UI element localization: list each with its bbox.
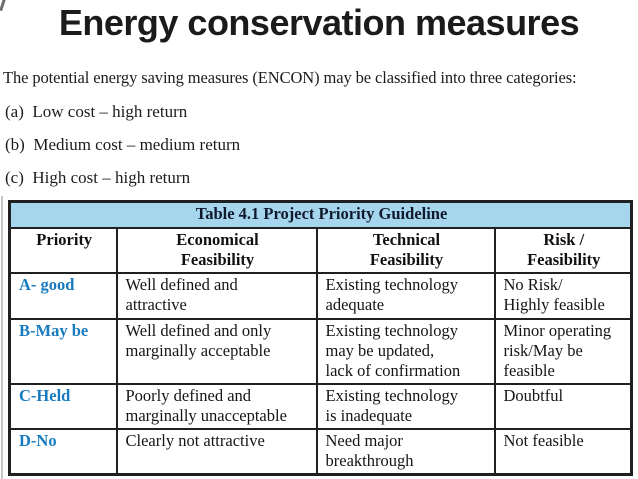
list-item-a: (a) Low cost – high return	[5, 102, 188, 121]
list-item-c: (c) High cost – high return	[5, 168, 191, 187]
economical-cell: Well defined and only marginally accepta…	[115, 317, 318, 385]
table-row-a: A- good Well defined and attractive Exis…	[8, 271, 633, 320]
table-title: Table 4.1 Project Priority Guideline	[8, 200, 633, 229]
column-header-priority: Priority	[8, 226, 118, 274]
table-row-d: D-No Clearly not attractive Need major b…	[8, 427, 633, 475]
category-list: (a) Low cost – high return (b) Medium co…	[5, 102, 605, 201]
technical-cell: Need major breakthrough	[315, 427, 496, 475]
technical-cell: Existing technology adequate	[315, 271, 496, 320]
slide-title: Energy conservation measures	[58, 2, 580, 43]
priority-guideline-table: Table 4.1 Project Priority Guideline Pri…	[8, 200, 634, 476]
technical-cell: Existing technology may be updated, lack…	[315, 317, 496, 385]
column-header-technical: Technical Feasibility	[315, 226, 496, 274]
list-item-b: (b) Medium cost – medium return	[5, 135, 241, 154]
priority-cell: B-May be	[8, 317, 118, 385]
table-row-c: C-Held Poorly defined and marginally una…	[8, 382, 633, 430]
priority-cell: D-No	[8, 427, 118, 475]
table-row-b: B-May be Well defined and only marginall…	[8, 317, 633, 385]
risk-cell: Doubtful	[493, 382, 633, 430]
economical-cell: Clearly not attractive	[115, 427, 318, 475]
risk-cell: Not feasible	[493, 427, 633, 475]
priority-cell: C-Held	[8, 382, 118, 430]
priority-cell: A- good	[8, 271, 118, 320]
table-title-row: Table 4.1 Project Priority Guideline	[8, 200, 633, 229]
risk-cell: No Risk/ Highly feasible	[493, 271, 633, 320]
economical-cell: Well defined and attractive	[115, 271, 318, 320]
column-header-risk: Risk / Feasibility	[493, 226, 633, 274]
risk-cell: Minor operating risk/May be feasible	[493, 317, 633, 385]
scan-artifact-left-edge-line	[1, 196, 3, 479]
intro-paragraph: The potential energy saving measures (EN…	[3, 68, 577, 87]
technical-cell: Existing technology is inadequate	[315, 382, 496, 430]
table-header-row: Priority Economical Feasibility Technica…	[8, 226, 633, 274]
economical-cell: Poorly defined and marginally unacceptab…	[115, 382, 318, 430]
column-header-economical: Economical Feasibility	[115, 226, 318, 274]
